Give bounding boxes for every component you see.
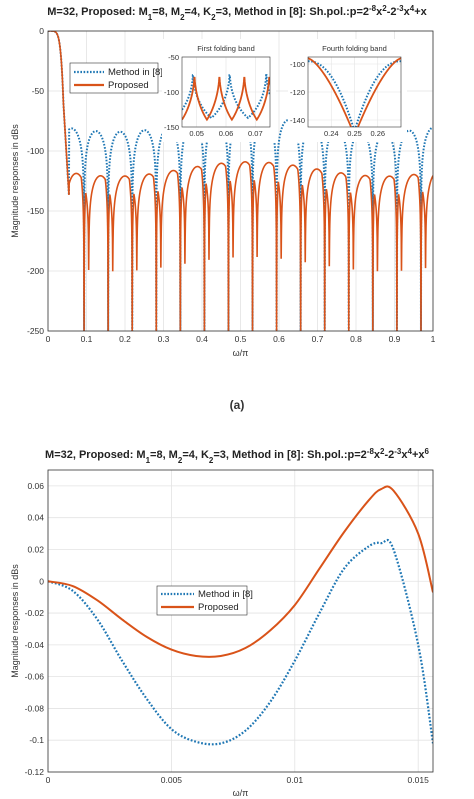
chart-a-inset-ytick-label: -100	[164, 88, 179, 97]
chart-a-inset-series-group	[182, 74, 270, 122]
chart-a-title: M=32, Proposed: M1=8, M2=4, K2=3, Method…	[47, 4, 427, 22]
chart-a-inset-ytick-label: -140	[290, 116, 305, 125]
chart-a-ytick-label: 0	[39, 26, 44, 36]
chart-a-ytick-label: -100	[27, 146, 44, 156]
chart-b-ytick-label: -0.06	[25, 672, 45, 682]
chart-b-xtick-label: 0.005	[161, 775, 183, 785]
chart-a-inset-xtick-label: 0.25	[347, 129, 362, 138]
chart-a-xtick-label: 1	[431, 334, 436, 344]
subfigure-caption-a: (a)	[229, 398, 245, 412]
chart-b-plot-area	[48, 470, 433, 772]
chart-a-legend-label-proposed: Proposed	[108, 80, 149, 91]
chart-a-xtick-label: 0.9	[389, 334, 401, 344]
chart-b-xtick-label: 0	[46, 775, 51, 785]
chart-b-xtick-label: 0.015	[408, 775, 430, 785]
chart-b-legend-label-method8: Method in [8]	[198, 589, 253, 600]
chart-a-legend: Method in [8] Proposed	[69, 62, 163, 94]
chart-b-ytick-label: -0.04	[25, 640, 45, 650]
chart-b-legend-label-proposed: Proposed	[198, 602, 239, 613]
chart-a-legend-label-method8: Method in [8]	[108, 67, 163, 78]
chart-a-inset-series-method8	[308, 60, 401, 127]
chart-a-inset-1: First folding band 0.05 0.06 0.07 -50 -100 -15…	[162, 39, 276, 142]
chart-a-ytick-label: -200	[27, 266, 44, 276]
chart-b-xlabel: ω/π	[233, 788, 249, 798]
chart-a-inset-ytick-label: -150	[164, 123, 179, 132]
chart-a-inset-series-proposed	[182, 76, 270, 122]
chart-a-series-proposed	[48, 31, 433, 331]
chart-b-legend: Method in [8] Proposed	[156, 585, 253, 616]
chart-a-ytick-label: -50	[32, 86, 45, 96]
chart-a-inset-ytick-label: -50	[168, 53, 179, 62]
chart-a-xtick-label: 0.2	[119, 334, 131, 344]
chart-b-ytick-label: 0	[39, 576, 44, 586]
chart-a-inset-series-group	[308, 57, 401, 127]
chart-a-inset-xtick-label: 0.07	[248, 129, 263, 138]
chart-b-axes-box	[47, 469, 434, 773]
chart-a-inset-ytick-label: -100	[290, 60, 305, 69]
chart-b-legend-box	[156, 585, 248, 616]
chart-a-inset-background	[288, 39, 407, 142]
chart-a-inset-title: Fourth folding band	[322, 44, 387, 53]
chart-b-title: M=32, Proposed: M1=8, M2=4, K2=3, Method…	[45, 447, 429, 465]
chart-a-inset-xtick-label: 0.06	[219, 129, 234, 138]
chart-a-inset-ytick-label: -120	[290, 88, 305, 97]
chart-a-xtick-label: 0.8	[350, 334, 362, 344]
chart-a-series-method8	[48, 31, 433, 331]
chart-b-ytick-label: 0.06	[27, 481, 44, 491]
chart-a-inset-2: Fourth folding band 0.24 0.25 0.26 -100 -120 -…	[288, 39, 407, 142]
chart-a-inset-xtick-label: 0.24	[324, 129, 339, 138]
chart-a-series-group	[48, 31, 433, 331]
chart-a-ylabel: Magnitude responses in dBs	[10, 124, 20, 238]
chart-a-xtick-label: 0.7	[312, 334, 324, 344]
chart-b-ytick-label: -0.08	[25, 703, 45, 713]
chart-b-series-group	[48, 485, 433, 746]
chart-a-inset-series-proposed	[308, 57, 401, 127]
chart-a-xlabel: ω/π	[233, 348, 249, 358]
chart-a-inset-series-method8	[182, 74, 270, 120]
chart-b-series-proposed	[48, 485, 433, 658]
chart-b-ylabel: Magnitude responses in dBs	[10, 564, 20, 678]
chart-a-inset-xtick-label: 0.26	[370, 129, 385, 138]
chart-b-ytick-label: 0.04	[27, 513, 44, 523]
chart-b-ytick-label: -0.02	[25, 608, 45, 618]
chart-a-ytick-label: -150	[27, 206, 44, 216]
chart-a-inset-background	[162, 39, 276, 142]
chart-b-series-method8	[48, 539, 433, 746]
chart-b-ytick-label: -0.1	[29, 735, 44, 745]
chart-a-xtick-label: 0.1	[81, 334, 93, 344]
chart-a-xtick-label: 0	[46, 334, 51, 344]
chart-a-inset-axes-box	[307, 56, 402, 128]
chart-a-inset-xtick-label: 0.05	[189, 129, 204, 138]
chart-a-xtick-label: 0.4	[196, 334, 208, 344]
chart-a-xtick-label: 0.3	[158, 334, 170, 344]
chart-b-ytick-label: 0.02	[27, 544, 44, 554]
chart-a-axes-box	[47, 30, 434, 332]
chart-a-xtick-label: 0.6	[273, 334, 285, 344]
chart-b-xtick-label: 0.01	[287, 775, 304, 785]
chart-a-ytick-label: -250	[27, 326, 44, 336]
chart-a-inset-axes-box	[181, 56, 271, 128]
chart-a-xtick-label: 0.5	[235, 334, 247, 344]
chart-b-ytick-label: -0.12	[25, 767, 45, 777]
chart-a-inset-title: First folding band	[197, 44, 255, 53]
chart-a-legend-box	[69, 62, 159, 94]
